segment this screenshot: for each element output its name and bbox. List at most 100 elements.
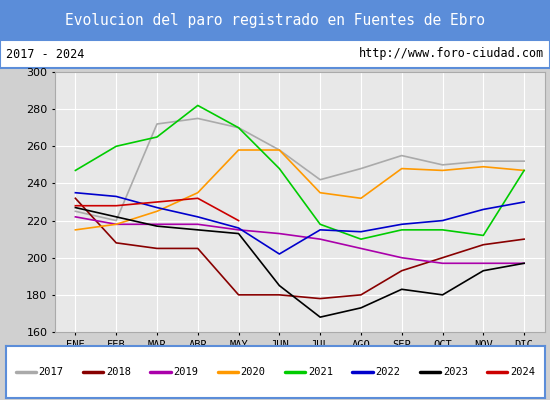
2022 — [398, 222, 405, 227]
Line: 2018: 2018 — [75, 198, 524, 298]
2023 — [398, 287, 405, 292]
2024 — [195, 196, 201, 201]
2024 — [113, 203, 119, 208]
2020 — [195, 190, 201, 195]
2018 — [276, 292, 283, 297]
2023 — [276, 283, 283, 288]
2023 — [439, 292, 446, 297]
2019 — [72, 214, 79, 219]
2022 — [235, 226, 242, 230]
Text: 2024: 2024 — [510, 367, 535, 377]
2018 — [317, 296, 323, 301]
2017 — [358, 166, 364, 171]
2023 — [153, 224, 160, 228]
2023 — [72, 205, 79, 210]
2020 — [72, 228, 79, 232]
2018 — [195, 246, 201, 251]
Line: 2021: 2021 — [75, 106, 524, 239]
Text: 2018: 2018 — [106, 367, 131, 377]
2024 — [72, 203, 79, 208]
2023 — [358, 306, 364, 310]
2019 — [358, 246, 364, 251]
2019 — [480, 261, 487, 266]
2021 — [398, 228, 405, 232]
2019 — [153, 222, 160, 227]
2017 — [398, 153, 405, 158]
2022 — [439, 218, 446, 223]
2022 — [195, 214, 201, 219]
2017 — [521, 159, 527, 164]
2020 — [398, 166, 405, 171]
2021 — [153, 134, 160, 140]
2021 — [276, 166, 283, 171]
2023 — [480, 268, 487, 273]
2018 — [113, 240, 119, 245]
2020 — [153, 209, 160, 214]
2020 — [276, 148, 283, 152]
Text: 2017: 2017 — [39, 367, 63, 377]
2019 — [195, 222, 201, 227]
2021 — [72, 168, 79, 173]
Line: 2024: 2024 — [75, 198, 239, 220]
2021 — [439, 228, 446, 232]
2019 — [398, 255, 405, 260]
Text: 2019: 2019 — [173, 367, 198, 377]
2023 — [235, 231, 242, 236]
2023 — [317, 315, 323, 320]
2021 — [113, 144, 119, 149]
2022 — [358, 229, 364, 234]
2018 — [398, 268, 405, 273]
2018 — [480, 242, 487, 247]
2017 — [235, 125, 242, 130]
2019 — [276, 231, 283, 236]
2021 — [235, 125, 242, 130]
2021 — [195, 103, 201, 108]
2020 — [521, 168, 527, 173]
2017 — [276, 148, 283, 152]
Text: 2022: 2022 — [376, 367, 400, 377]
2018 — [439, 255, 446, 260]
Text: 2020: 2020 — [241, 367, 266, 377]
2019 — [235, 228, 242, 232]
2017 — [439, 162, 446, 167]
2021 — [521, 168, 527, 173]
2022 — [276, 252, 283, 256]
2017 — [113, 218, 119, 223]
2022 — [72, 190, 79, 195]
2022 — [480, 207, 487, 212]
2023 — [113, 214, 119, 219]
2023 — [521, 261, 527, 266]
2017 — [72, 209, 79, 214]
Text: Evolucion del paro registrado en Fuentes de Ebro: Evolucion del paro registrado en Fuentes… — [65, 12, 485, 28]
2024 — [235, 218, 242, 223]
2019 — [317, 237, 323, 242]
2017 — [153, 122, 160, 126]
2020 — [235, 148, 242, 152]
Line: 2022: 2022 — [75, 193, 524, 254]
Line: 2023: 2023 — [75, 208, 524, 317]
Line: 2017: 2017 — [75, 118, 524, 220]
2018 — [521, 237, 527, 242]
2017 — [480, 159, 487, 164]
Line: 2020: 2020 — [75, 150, 524, 230]
2018 — [235, 292, 242, 297]
2024 — [153, 200, 160, 204]
Text: 2021: 2021 — [308, 367, 333, 377]
2018 — [358, 292, 364, 297]
2019 — [521, 261, 527, 266]
2019 — [113, 222, 119, 227]
2021 — [317, 222, 323, 227]
2022 — [317, 228, 323, 232]
2020 — [480, 164, 487, 169]
2022 — [113, 194, 119, 199]
Line: 2019: 2019 — [75, 217, 524, 263]
2020 — [439, 168, 446, 173]
2022 — [153, 205, 160, 210]
2020 — [358, 196, 364, 201]
2018 — [72, 196, 79, 201]
2021 — [358, 237, 364, 242]
2022 — [521, 200, 527, 204]
2017 — [195, 116, 201, 121]
2020 — [113, 222, 119, 227]
Text: http://www.foro-ciudad.com: http://www.foro-ciudad.com — [359, 48, 544, 60]
